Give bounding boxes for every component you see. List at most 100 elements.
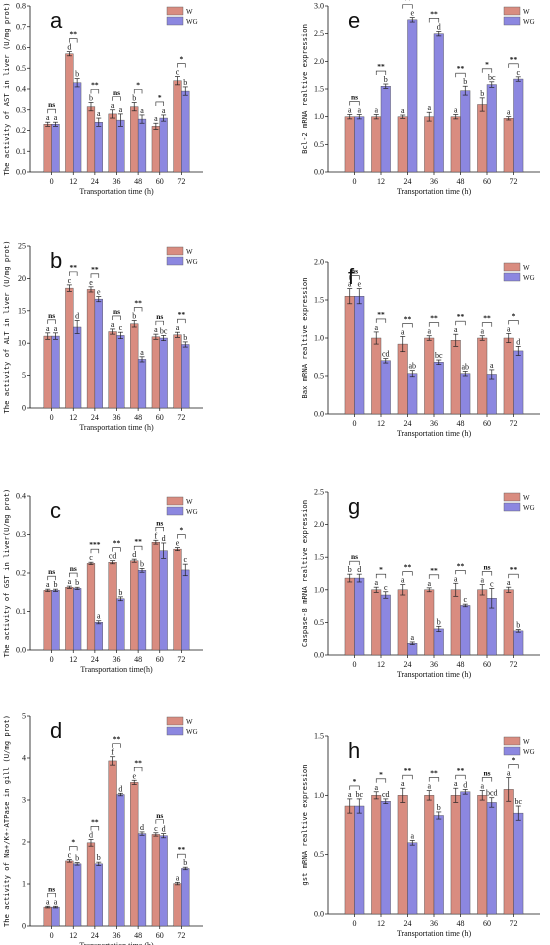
group-letter: e [357, 280, 361, 289]
significance-bracket [133, 545, 143, 551]
y-axis-title: Caspase-8 mRNA realtive expression [300, 500, 309, 647]
bar [65, 53, 74, 173]
group-letter: a [119, 105, 123, 114]
significance-bracket [177, 63, 186, 68]
significance-bracket [508, 573, 519, 579]
group-letter: d [118, 784, 122, 793]
bar [397, 589, 408, 656]
y-axis-title: Bcl-2 mRNA realtive expression [300, 24, 309, 154]
group-letter: e [89, 278, 93, 287]
significance-bracket [481, 571, 493, 576]
significance-label: ns [113, 307, 120, 316]
significance-label: ** [457, 561, 465, 570]
significance-label: ** [113, 539, 121, 548]
x-tick-label: 36 [113, 413, 121, 422]
legend-label: WG [186, 18, 198, 26]
bar [86, 563, 96, 651]
group-letter: b [140, 559, 144, 568]
bar [108, 331, 117, 409]
significance-bracket [69, 846, 78, 851]
chart-panel-d: 0123450122436486072Transportation time (… [2, 712, 203, 945]
significance-bracket [508, 764, 519, 769]
group-letter: a [46, 580, 50, 589]
bar [380, 360, 391, 415]
significance-label: ** [430, 9, 438, 18]
y-tick-label: 4 [22, 754, 26, 763]
significance-label: * [379, 770, 383, 779]
x-axis-title: Transportation time(h) [80, 665, 153, 674]
bar [43, 335, 52, 409]
legend-swatch [166, 16, 184, 26]
significance-bracket [155, 320, 164, 326]
significance-bracket [402, 323, 413, 328]
x-tick-label: 24 [91, 177, 99, 186]
x-tick-label: 0 [353, 660, 357, 669]
significance-label: ** [404, 766, 412, 775]
y-axis-title: The activity of Na+/K+-ATPase in gill (U… [2, 715, 11, 927]
significance-label: * [71, 838, 75, 847]
x-tick-label: 72 [510, 177, 518, 186]
y-tick-label: 0.7 [16, 22, 26, 31]
y-tick-label: 2.0 [314, 57, 324, 66]
legend-swatch [503, 262, 521, 272]
y-axis-title: The activity of AST in liver (U/mg prot) [2, 2, 11, 175]
significance-bracket [177, 534, 186, 539]
x-tick-label: 72 [177, 655, 185, 664]
bar [151, 126, 160, 173]
group-letter: c [154, 824, 158, 833]
y-tick-label: 1.5 [314, 296, 324, 305]
bar [137, 570, 147, 651]
y-tick-label: 0.0 [16, 168, 26, 177]
group-letter: d [437, 22, 441, 31]
bar [86, 842, 96, 927]
bar [151, 542, 160, 651]
x-axis-title: Transportation time (h) [397, 187, 472, 196]
bar [159, 835, 168, 927]
y-tick-label: 2.5 [314, 29, 324, 38]
group-letter: a [507, 769, 511, 778]
group-letter: b [437, 803, 441, 812]
y-tick-label: 5 [22, 712, 26, 721]
bar [460, 373, 471, 415]
group-letter: a [97, 612, 101, 621]
x-tick-label: 24 [404, 419, 412, 428]
group-letter: cd [382, 350, 390, 359]
group-letter: a [348, 105, 352, 114]
group-letter: e [410, 9, 414, 18]
significance-label: * [379, 565, 383, 574]
x-axis-title: Transportation time (h) [397, 929, 472, 938]
y-tick-label: 2 [22, 838, 26, 847]
x-tick-label: 12 [69, 413, 77, 422]
bar [407, 373, 418, 415]
x-tick-label: 36 [113, 655, 121, 664]
significance-bracket [69, 38, 78, 43]
group-letter: b [183, 858, 187, 867]
y-tick-label: 0.1 [16, 147, 26, 156]
significance-label: ** [178, 310, 186, 319]
y-tick-label: 25 [18, 242, 26, 251]
group-letter: a [454, 325, 458, 334]
significance-bracket [349, 560, 360, 566]
significance-label: ns [113, 88, 120, 97]
legend-swatch [166, 246, 184, 256]
y-tick-label: 0.5 [16, 64, 26, 73]
bar [151, 336, 160, 409]
group-letter: c [176, 68, 180, 77]
bar [94, 121, 103, 173]
bar [513, 630, 524, 656]
significance-label: ** [510, 565, 518, 574]
group-letter: d [132, 550, 136, 559]
x-tick-label: 48 [134, 931, 142, 940]
significance-label: ns [70, 564, 77, 573]
group-letter: d [162, 825, 166, 834]
bar [424, 337, 435, 415]
x-tick-label: 48 [457, 919, 465, 928]
bar [433, 628, 444, 656]
x-tick-label: 36 [430, 419, 438, 428]
y-axis-title: gst mRNA realtive expression [300, 764, 309, 885]
x-tick-label: 12 [377, 660, 385, 669]
group-letter: a [348, 280, 352, 289]
bar [43, 590, 52, 651]
bar [354, 116, 365, 173]
bar [354, 577, 365, 656]
